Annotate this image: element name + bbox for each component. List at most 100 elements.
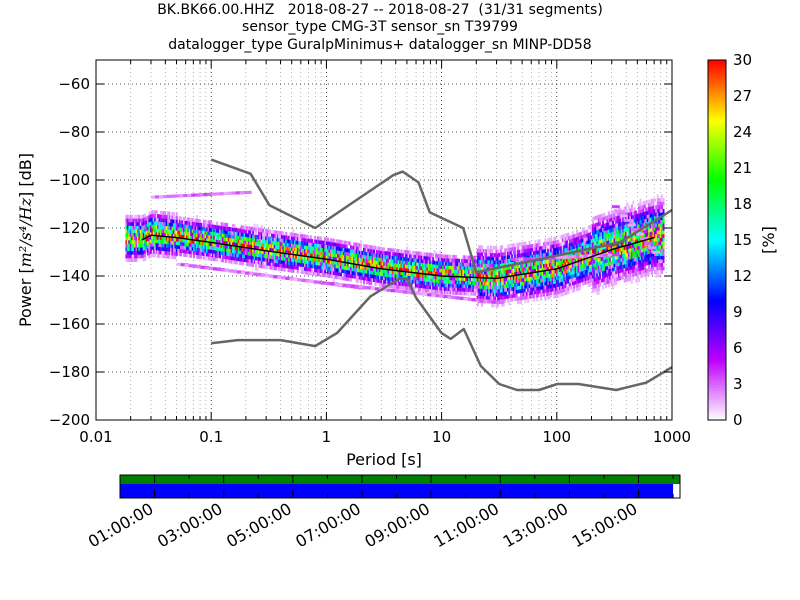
heatmap-cell [429, 278, 432, 283]
heatmap-cell [201, 226, 204, 231]
heatmap-cell [417, 283, 420, 288]
heatmap-cell [652, 198, 655, 203]
heatmap-cell [620, 243, 623, 248]
heatmap-cell [505, 287, 508, 292]
heatmap-cell [576, 276, 579, 281]
heatmap-cell [499, 252, 502, 257]
heatmap-cell [429, 260, 432, 265]
heatmap-cell [319, 251, 322, 255]
heatmap-cell [360, 250, 363, 255]
heatmap-cell [555, 272, 558, 277]
heatmap-cell [432, 271, 435, 276]
heatmap-cell [363, 258, 366, 263]
heatmap-cell [489, 274, 492, 279]
heatmap-cell [591, 267, 594, 272]
heatmap-cell [286, 242, 289, 247]
heatmap-cell [456, 273, 459, 277]
heatmap-cell [583, 230, 586, 235]
heatmap-cell [596, 258, 599, 263]
heatmap-cell [602, 216, 605, 221]
heatmap-cell [587, 268, 590, 273]
heatmap-cell [525, 291, 528, 296]
heatmap-cell [455, 283, 458, 288]
heatmap-cell [515, 275, 518, 280]
heatmap-cell [342, 276, 345, 281]
heatmap-cell [555, 247, 558, 252]
heatmap-cell [223, 233, 226, 238]
heatmap-cell [125, 247, 128, 252]
heatmap-cell [597, 236, 600, 241]
heatmap-cell [459, 280, 462, 285]
heatmap-cell [399, 256, 402, 261]
heatmap-cell [165, 250, 168, 255]
heatmap-cell [472, 270, 475, 275]
heatmap-cell [612, 274, 615, 279]
heatmap-outlier-cell [219, 192, 228, 196]
heatmap-cell [617, 247, 620, 252]
heatmap-cell [599, 236, 602, 240]
heatmap-cell [158, 225, 161, 230]
heatmap-cell [328, 241, 331, 246]
heatmap-cell [560, 249, 563, 254]
heatmap-cell [521, 278, 524, 282]
heatmap-cell [548, 262, 551, 267]
heatmap-cell [501, 295, 504, 300]
heatmap-cell [414, 258, 417, 263]
heatmap-cell [296, 255, 299, 259]
heatmap-cell [190, 253, 193, 258]
heatmap-cell [283, 238, 286, 243]
heatmap-cell [247, 240, 250, 245]
heatmap-cell [465, 255, 468, 260]
heatmap-cell [655, 226, 658, 231]
heatmap-cell [364, 269, 367, 274]
heatmap-cell [505, 280, 508, 285]
heatmap-cell [566, 287, 569, 292]
heatmap-cell [482, 277, 485, 282]
heatmap-cell [615, 245, 618, 249]
heatmap-cell [233, 231, 236, 236]
heatmap-cell [617, 237, 620, 241]
heatmap-cell [416, 283, 419, 288]
heatmap-cell [221, 240, 224, 245]
heatmap-cell [167, 222, 170, 227]
heatmap-cell [256, 267, 259, 272]
heatmap-cell [532, 272, 535, 277]
heatmap-cell [309, 260, 312, 265]
heatmap-cell [419, 255, 422, 260]
heatmap-cell [161, 218, 164, 223]
heatmap-cell [507, 262, 510, 267]
heatmap-cell [298, 244, 301, 249]
heatmap-cell [293, 233, 296, 237]
heatmap-cell [138, 218, 141, 223]
heatmap-cell [411, 265, 414, 270]
heatmap-cell [288, 253, 291, 258]
heatmap-cell [606, 215, 609, 220]
heatmap-outlier-cell [203, 192, 212, 196]
heatmap-cell [649, 238, 652, 243]
heatmap-outlier-cell [239, 191, 248, 195]
heatmap-cell [649, 231, 652, 236]
heatmap-cell [597, 214, 600, 219]
heatmap-cell [527, 284, 530, 289]
heatmap-cell [358, 275, 361, 280]
heatmap-cell [604, 237, 607, 242]
heatmap-cell [629, 259, 632, 263]
heatmap-cell [517, 285, 520, 290]
heatmap-cell [589, 261, 592, 266]
heatmap-cell [576, 233, 579, 238]
heatmap-cell [530, 265, 533, 270]
heatmap-cell [541, 264, 544, 268]
heatmap-cell [204, 234, 207, 239]
heatmap-cell [147, 251, 150, 256]
heatmap-cell [558, 250, 561, 254]
heatmap-cell [132, 229, 135, 234]
heatmap-cell [206, 241, 209, 246]
heatmap-cell [195, 254, 198, 259]
heatmap-cell [596, 247, 599, 252]
heatmap-cell [630, 229, 633, 234]
heatmap-cell [282, 242, 285, 247]
heatmap-cell [126, 243, 129, 248]
heatmap-cell [175, 237, 178, 242]
heatmap-cell [233, 245, 236, 250]
heatmap-cell [275, 259, 278, 264]
